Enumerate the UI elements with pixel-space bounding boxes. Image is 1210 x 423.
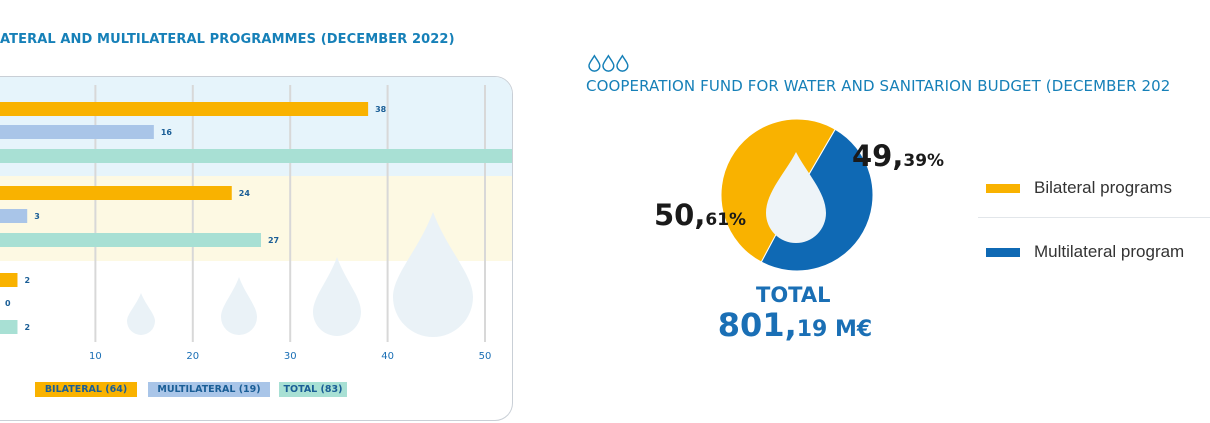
right-chart-title: COOPERATION FUND FOR WATER AND SANITARIO… (586, 77, 1171, 95)
x-tick-label: 20 (186, 351, 199, 362)
bar-value-label: 16 (161, 128, 173, 137)
bar-value-label: 27 (268, 236, 279, 245)
bilateral-pct-big: 50, (654, 198, 706, 232)
pie-slice (720, 118, 836, 263)
multilateral-swatch (986, 247, 1020, 257)
x-tick-label: 50 (479, 351, 492, 362)
bar (0, 273, 18, 287)
x-tick-label: 40 (381, 351, 394, 362)
pie-legend-multilateral: Multilateral program (986, 242, 1184, 262)
bar (0, 209, 28, 223)
bar (0, 233, 261, 247)
bar-value-label: 24 (239, 189, 251, 198)
bar (0, 186, 232, 200)
decor-drop-icon-3 (313, 257, 361, 336)
bar-value-label: 2 (24, 323, 30, 332)
multilateral-pct-small: 39% (903, 151, 945, 171)
legend-bilateral: BILATERAL (64) (35, 382, 137, 397)
pie-legend-multilateral-label: Multilateral program (1034, 242, 1185, 261)
total-value-small: 19 M€ (796, 317, 873, 342)
pie-legend-divider (978, 217, 1210, 218)
decor-drop-icon-4 (393, 212, 473, 337)
bilateral-percentage: 50,61% (654, 198, 746, 232)
bar (0, 320, 18, 334)
left-chart-title: ATERAL AND MULTILATERAL PROGRAMMES (DECE… (0, 32, 455, 47)
pie-legend-bilateral-label: Bilateral programs (1034, 178, 1172, 197)
legend-total: TOTAL (83) (279, 382, 347, 397)
bilateral-swatch (986, 183, 1020, 193)
center-drop-icon (766, 152, 826, 243)
bar-value-label: 2 (24, 276, 30, 285)
total-value-big: 801, (717, 306, 797, 344)
decor-drop-icon-1 (127, 293, 155, 335)
bar-value-label: 0 (5, 299, 11, 308)
bar-value-label: 3 (34, 212, 40, 221)
bar-value-label: 38 (375, 105, 387, 114)
decor-drop-icon-2 (221, 277, 257, 335)
legend-multilateral: MULTILATERAL (19) (148, 382, 270, 397)
bilateral-pct-small: 61% (705, 210, 747, 230)
bar (0, 125, 154, 139)
x-tick-label: 30 (284, 351, 297, 362)
x-tick-label: 10 (89, 351, 102, 362)
multilateral-percentage: 49,39% (852, 139, 944, 173)
multilateral-pct-big: 49, (852, 139, 904, 173)
bar (0, 149, 512, 163)
total-label: TOTAL (756, 283, 831, 307)
bar-chart-panel: 102030405038165424327202 BILATERAL (64) … (0, 76, 513, 421)
bar (0, 102, 369, 116)
total-value: 801,19 M€ (700, 306, 890, 344)
bar-chart: 102030405038165424327202 (0, 77, 512, 362)
water-drops-icon (588, 54, 629, 72)
pie-legend-bilateral: Bilateral programs (986, 178, 1172, 198)
